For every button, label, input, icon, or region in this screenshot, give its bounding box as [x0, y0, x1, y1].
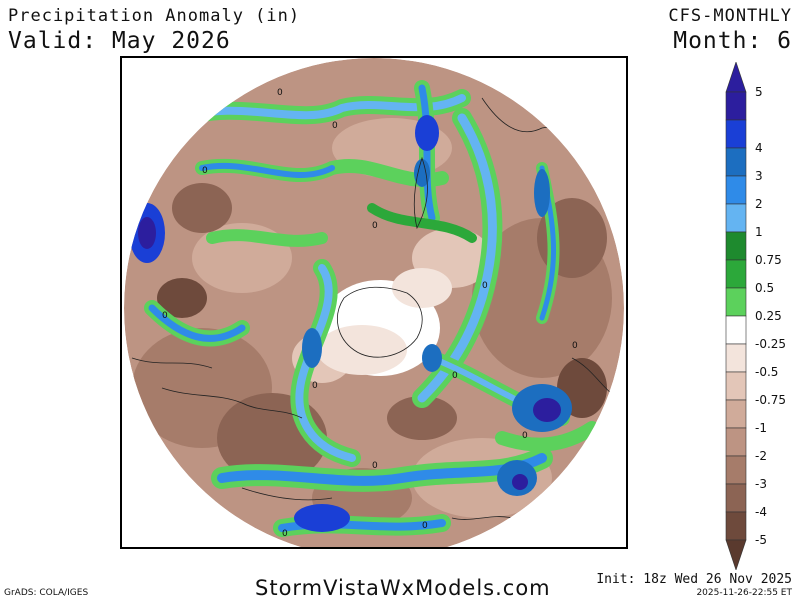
legend-arrow-bottom — [725, 539, 747, 570]
contour-label: 0 — [522, 431, 528, 441]
polar-map-canvas: 0 0 0 0 0 0 0 0 0 0 0 0 0 — [124, 58, 624, 547]
contour-label: 0 — [332, 121, 338, 131]
legend-label: 3 — [755, 169, 763, 183]
map-disc: 0 0 0 0 0 0 0 0 0 0 0 0 0 — [124, 58, 624, 547]
wet-anomaly-bands — [144, 80, 599, 537]
legend-label: -1 — [755, 421, 767, 435]
contour-labels: 0 0 0 0 0 0 0 0 0 0 0 0 0 — [162, 88, 578, 539]
valid-date: Valid: May 2026 — [8, 28, 231, 54]
contour-label: 0 — [282, 529, 288, 539]
color-legend: 5 4 3 2 1 0.75 0.5 0.25 -0.25 -0.5 -0.75 -1 -2 -3 -4 -5 — [724, 62, 800, 570]
legend-label: 5 — [755, 85, 763, 99]
legend-label: -2 — [755, 449, 767, 463]
contour-label: 0 — [202, 166, 208, 176]
legend-swatch — [725, 231, 747, 261]
legend-swatch — [725, 91, 747, 121]
legend-arrow-top — [725, 62, 747, 93]
legend-swatch — [725, 483, 747, 513]
legend-label: -5 — [755, 533, 767, 547]
contour-label: 0 — [372, 221, 378, 231]
legend-swatch — [725, 427, 747, 457]
legend-swatch — [725, 203, 747, 233]
contour-label: 0 — [312, 381, 318, 391]
legend-swatch — [725, 399, 747, 429]
contour-label: 0 — [162, 311, 168, 321]
legend-swatch — [725, 287, 747, 317]
legend-swatch — [725, 259, 747, 289]
legend-label: 0.25 — [755, 309, 782, 323]
generated-timestamp: 2025-11-26-22:55 ET — [696, 588, 792, 598]
neutral-areas — [317, 268, 452, 376]
contour-label: 0 — [452, 371, 458, 381]
anomaly-map: 0 0 0 0 0 0 0 0 0 0 0 0 0 — [120, 56, 628, 549]
contour-label: 0 — [422, 521, 428, 531]
legend-label: 0.5 — [755, 281, 775, 295]
legend-label: 1 — [755, 225, 763, 239]
legend-colorbar — [725, 62, 747, 570]
init-time: Init: 18z Wed 26 Nov 2025 — [596, 572, 792, 587]
legend-label: -0.25 — [755, 337, 787, 351]
legend-swatch — [725, 119, 747, 149]
legend-swatch — [725, 511, 747, 541]
brand-watermark: StormVistaWxModels.com — [255, 576, 551, 600]
legend-swatch — [725, 147, 747, 177]
legend-label: -0.75 — [755, 393, 787, 407]
legend-swatch — [725, 315, 747, 345]
legend-label: -4 — [755, 505, 767, 519]
legend-label: 4 — [755, 141, 763, 155]
map-title: Precipitation Anomaly (in) — [8, 6, 301, 26]
grads-credit: GrADS: COLA/IGES — [4, 588, 89, 598]
contour-label: 0 — [277, 88, 283, 98]
legend-label: -0.5 — [755, 365, 779, 379]
contour-label: 0 — [482, 281, 488, 291]
legend-swatch — [725, 371, 747, 401]
forecast-month: Month: 6 — [673, 28, 792, 54]
legend-label: -3 — [755, 477, 767, 491]
legend-swatch — [725, 455, 747, 485]
legend-swatch — [725, 175, 747, 205]
model-name: CFS-MONTHLY — [668, 6, 792, 26]
contour-label: 0 — [572, 341, 578, 351]
contour-label: 0 — [372, 461, 378, 471]
legend-label: 0.75 — [755, 253, 782, 267]
legend-swatch — [725, 343, 747, 373]
legend-label: 2 — [755, 197, 763, 211]
